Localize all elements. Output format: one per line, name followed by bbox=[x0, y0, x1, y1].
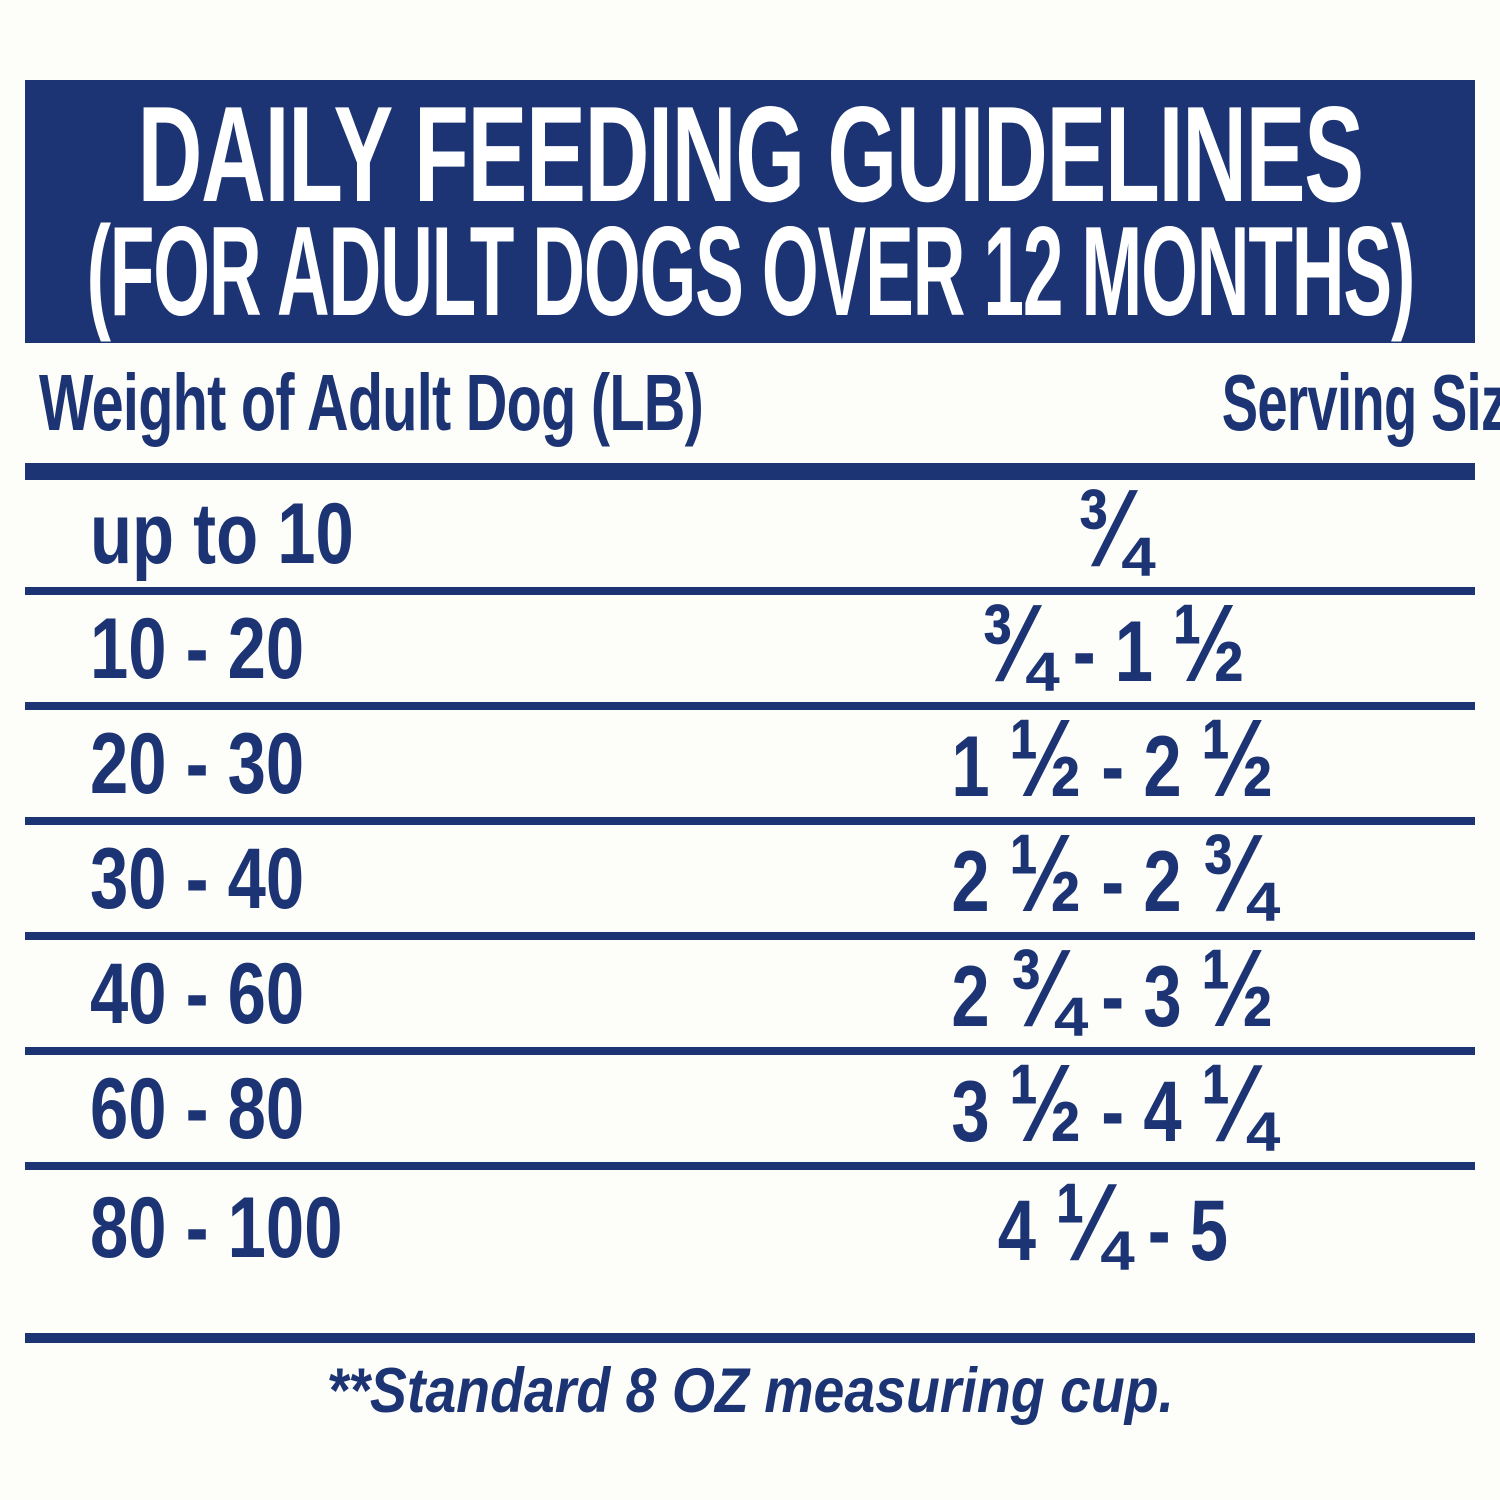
header-divider bbox=[25, 463, 1475, 480]
column-header-serving: Serving Size (CUPS**) bbox=[1222, 358, 1500, 447]
table-row: 30 - 40 2 ½ - 2 ¾ bbox=[25, 811, 1475, 940]
footnote: **Standard 8 OZ measuring cup. bbox=[326, 1356, 1174, 1426]
header-banner: DAILY FEEDING GUIDELINES (FOR ADULT DOGS… bbox=[25, 80, 1475, 343]
weight-cell: 40 - 60 bbox=[90, 945, 305, 1042]
weight-cell: 10 - 20 bbox=[90, 600, 305, 697]
table-body: up to 10 ¾ 10 - 20 ¾ - 1 ½ 20 - 30 1 ½ -… bbox=[25, 466, 1475, 1285]
page-title: DAILY FEEDING GUIDELINES bbox=[137, 77, 1364, 230]
weight-cell: 20 - 30 bbox=[90, 715, 305, 812]
weight-cell: up to 10 bbox=[90, 485, 354, 582]
weight-cell: 80 - 100 bbox=[90, 1179, 343, 1276]
weight-cell: 30 - 40 bbox=[90, 830, 305, 927]
serving-cell: 4 ¼ - 5 bbox=[997, 1160, 1228, 1284]
table-row: 40 - 60 2 ¾ - 3 ½ bbox=[25, 926, 1475, 1055]
table-header-row: Weight of Adult Dog (LB) Serving Size (C… bbox=[25, 345, 1500, 463]
serving-cell: ¾ bbox=[1075, 466, 1150, 590]
table-row: up to 10 ¾ bbox=[25, 466, 1475, 595]
serving-cell: 2 ¾ - 3 ½ bbox=[951, 926, 1274, 1050]
serving-cell: ¾ - 1 ½ bbox=[979, 581, 1246, 705]
serving-cell: 1 ½ - 2 ½ bbox=[951, 696, 1274, 820]
weight-cell: 60 - 80 bbox=[90, 1060, 305, 1157]
table-row: 60 - 80 3 ½ - 4 ¼ bbox=[25, 1041, 1475, 1170]
table-bottom-divider bbox=[25, 1333, 1475, 1343]
table-row: 80 - 100 4 ¼ - 5 bbox=[25, 1160, 1475, 1285]
page-subtitle: (FOR ADULT DOGS OVER 12 MONTHS) bbox=[86, 199, 1415, 342]
table-row: 10 - 20 ¾ - 1 ½ bbox=[25, 581, 1475, 710]
serving-cell: 2 ½ - 2 ¾ bbox=[951, 811, 1274, 935]
column-header-weight: Weight of Adult Dog (LB) bbox=[39, 358, 704, 447]
table-row: 20 - 30 1 ½ - 2 ½ bbox=[25, 696, 1475, 825]
serving-cell: 3 ½ - 4 ¼ bbox=[951, 1041, 1274, 1165]
